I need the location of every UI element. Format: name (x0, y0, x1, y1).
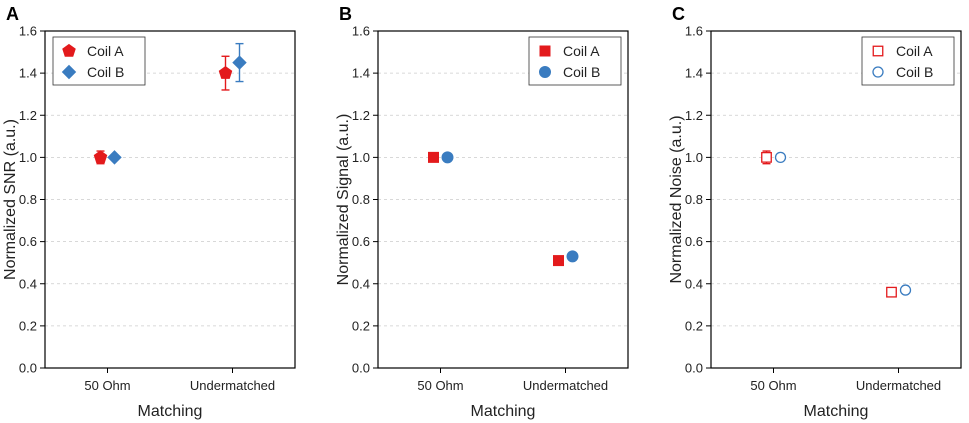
panel-c-y-axis-title: Normalized Noise (a.u.) (668, 115, 685, 283)
panel-a-y-tick-label: 1.0 (19, 150, 37, 165)
panel-c-y-tick-label: 0.6 (685, 234, 703, 249)
panel-b-coil-a-point (428, 151, 439, 163)
panel-a-y-tick-label: 0.2 (19, 318, 37, 333)
panel-b-y-tick-label: 0.6 (352, 234, 370, 249)
panel-a-coil-b-point (232, 55, 247, 70)
panel-c-coil-a-point (886, 286, 897, 298)
panel-a-y-axis-title: Normalized SNR (a.u.) (2, 119, 19, 280)
panel-b-legend-marker-coil-b (539, 66, 551, 78)
panel-c-coil-b-point (899, 284, 912, 296)
panel-c-legend-marker-coil-b (872, 66, 884, 78)
panel-a-y-tick-label: 1.2 (19, 108, 37, 123)
panel-c-legend-label-coil-a: Coil A (896, 43, 933, 59)
panel-a-coil-b-point (107, 150, 122, 165)
panel-b-coil-b-point (441, 151, 454, 164)
panel-a-coil-a-point (93, 150, 108, 164)
panel-c-y-tick-label: 1.6 (685, 24, 703, 39)
panel-b-y-tick-label: 1.4 (352, 66, 370, 81)
panel-b-y-tick-label: 0.8 (352, 192, 370, 207)
panel-b-legend-label-coil-a: Coil A (563, 43, 600, 59)
panel-a-y-tick-label: 0.0 (19, 361, 37, 376)
panel-a-legend-marker-coil-b (61, 64, 77, 80)
panel-b-letter: B (339, 4, 352, 24)
panel-c-y-tick-label: 1.0 (685, 150, 703, 165)
panel-a-legend-label-coil-a: Coil A (87, 43, 124, 59)
panel-a-x-tick-label: Undermatched (190, 378, 275, 393)
panel-c-legend-marker-coil-a (872, 45, 884, 57)
panel-c-x-tick-label: Undermatched (856, 378, 941, 393)
panel-b-x-tick-label: 50 Ohm (417, 378, 463, 393)
panel-a-x-tick-label: 50 Ohm (84, 378, 130, 393)
panel-a-legend-label-coil-b: Coil B (87, 64, 124, 80)
panel-a-coil-a-point (218, 66, 233, 79)
panel-b-plot-frame (377, 30, 629, 369)
panel-c-y-tick-label: 1.4 (685, 66, 703, 81)
panel-a-y-tick-label: 0.6 (19, 234, 37, 249)
panel-a-y-tick-label: 1.6 (19, 24, 37, 39)
panel-a-letter: A (6, 4, 19, 24)
panel-b-y-tick-label: 1.6 (352, 24, 370, 39)
panel-c-x-tick-label: 50 Ohm (750, 378, 796, 393)
panel-b-coil-b-point (566, 250, 579, 263)
panel-b-y-tick-label: 0.2 (352, 318, 370, 333)
panel-b-x-axis-title: Matching (471, 403, 536, 420)
panel-a-plot-frame (44, 30, 296, 369)
panel-a-y-tick-label: 1.4 (19, 66, 37, 81)
panel-b-y-tick-label: 0.0 (352, 361, 370, 376)
panel-b-x-tick-label: Undermatched (523, 378, 608, 393)
panel-b-y-tick-label: 0.4 (352, 276, 370, 291)
panel-c-legend-label-coil-b: Coil B (896, 64, 933, 80)
panel-c-y-tick-label: 0.2 (685, 318, 703, 333)
panel-a-x-axis-title: Matching (138, 403, 203, 420)
panel-b-legend-label-coil-b: Coil B (563, 64, 600, 80)
panel-b-y-tick-label: 1.0 (352, 150, 370, 165)
panel-b-legend-marker-coil-a (539, 45, 551, 57)
panel-c-y-tick-label: 0.4 (685, 276, 703, 291)
panel-c-x-axis-title: Matching (804, 403, 869, 420)
panel-c-y-tick-label: 0.8 (685, 192, 703, 207)
panel-c-coil-b-point (774, 151, 787, 164)
panel-c-plot-frame (710, 30, 962, 369)
panel-b-y-tick-label: 1.2 (352, 108, 370, 123)
panel-c-letter: C (672, 4, 685, 24)
panel-c-coil-a-point (761, 151, 772, 163)
panel-c-y-tick-label: 0.0 (685, 361, 703, 376)
panel-c-y-tick-label: 1.2 (685, 108, 703, 123)
panel-a-y-tick-label: 0.4 (19, 276, 37, 291)
panel-a-y-tick-label: 0.8 (19, 192, 37, 207)
panel-a-legend-marker-coil-a (62, 43, 76, 57)
panel-b-legend-box (528, 36, 622, 86)
panel-b-y-axis-title: Normalized Signal (a.u.) (335, 114, 352, 286)
panel-b-coil-a-point (553, 255, 564, 267)
